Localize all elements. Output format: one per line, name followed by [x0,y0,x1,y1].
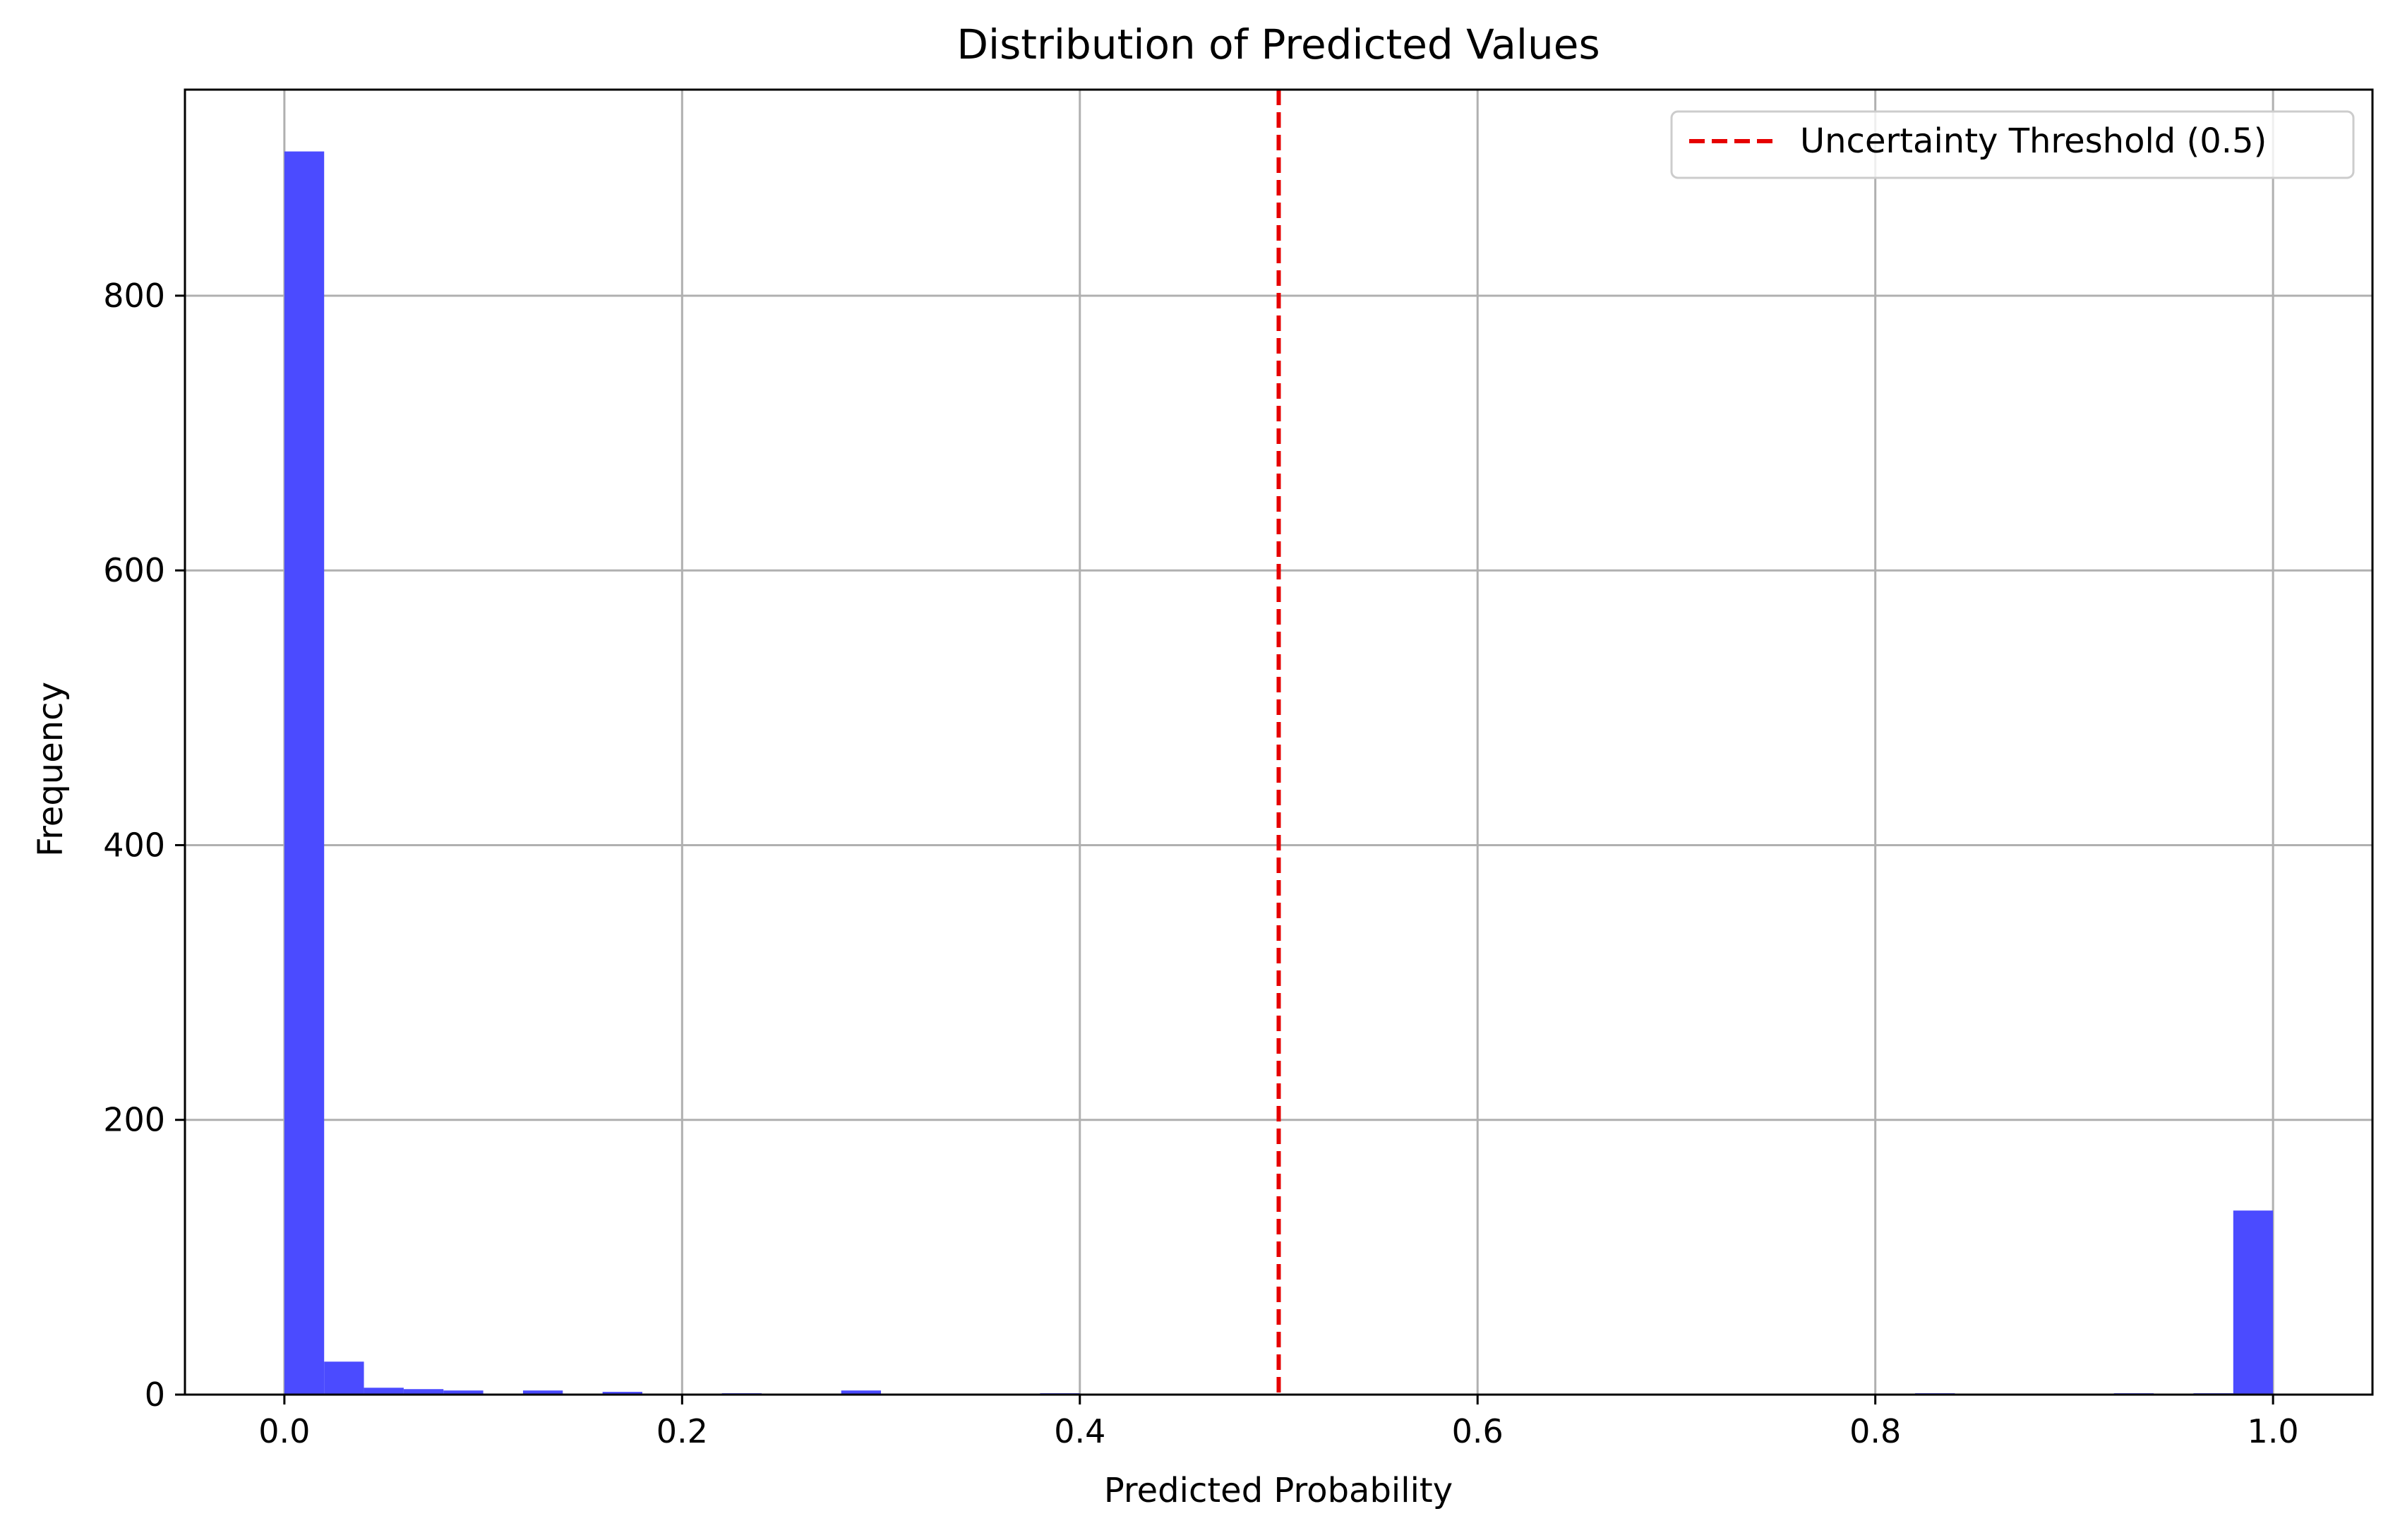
histogram-bars [284,151,2274,1395]
histogram-bar [522,1390,563,1395]
x-tick-label: 1.0 [2248,1412,2299,1450]
legend-box [1670,110,2355,179]
y-axis-label: Frequency [31,682,71,857]
x-tick-label: 0.0 [258,1412,310,1450]
y-tick-label: 0 [145,1376,165,1414]
histogram-bar [364,1388,404,1395]
histogram-bar [443,1390,484,1395]
y-tick-label: 600 [103,551,165,589]
histogram-bar [284,151,325,1395]
x-tick-label: 0.4 [1054,1412,1105,1450]
histogram-bar [841,1390,882,1395]
y-tick-label: 400 [103,826,165,864]
x-tick-label: 0.2 [656,1412,708,1450]
histogram-bar [2233,1210,2274,1395]
x-axis-label: Predicted Probability [1104,1471,1453,1510]
x-tick-label: 0.6 [1452,1412,1504,1450]
axes [184,88,2374,1396]
histogram-bar [602,1392,642,1395]
histogram-bar [403,1389,444,1395]
y-tick-label: 800 [103,277,165,315]
tick-marks: 0.0 0.2 0.4 0.6 0.8 1.0 0 200 400 600 800 [103,277,2299,1450]
y-tick-label: 200 [103,1101,165,1139]
plot-frame [184,88,2374,1396]
chart-title: Distribution of Predicted Values [956,20,1600,68]
x-tick-label: 0.8 [1849,1412,1901,1450]
legend-threshold-label: Uncertainty Threshold (0.5) [1800,121,2267,161]
legend: Uncertainty Threshold (0.5) [1670,110,2355,179]
histogram-bar [324,1361,364,1395]
